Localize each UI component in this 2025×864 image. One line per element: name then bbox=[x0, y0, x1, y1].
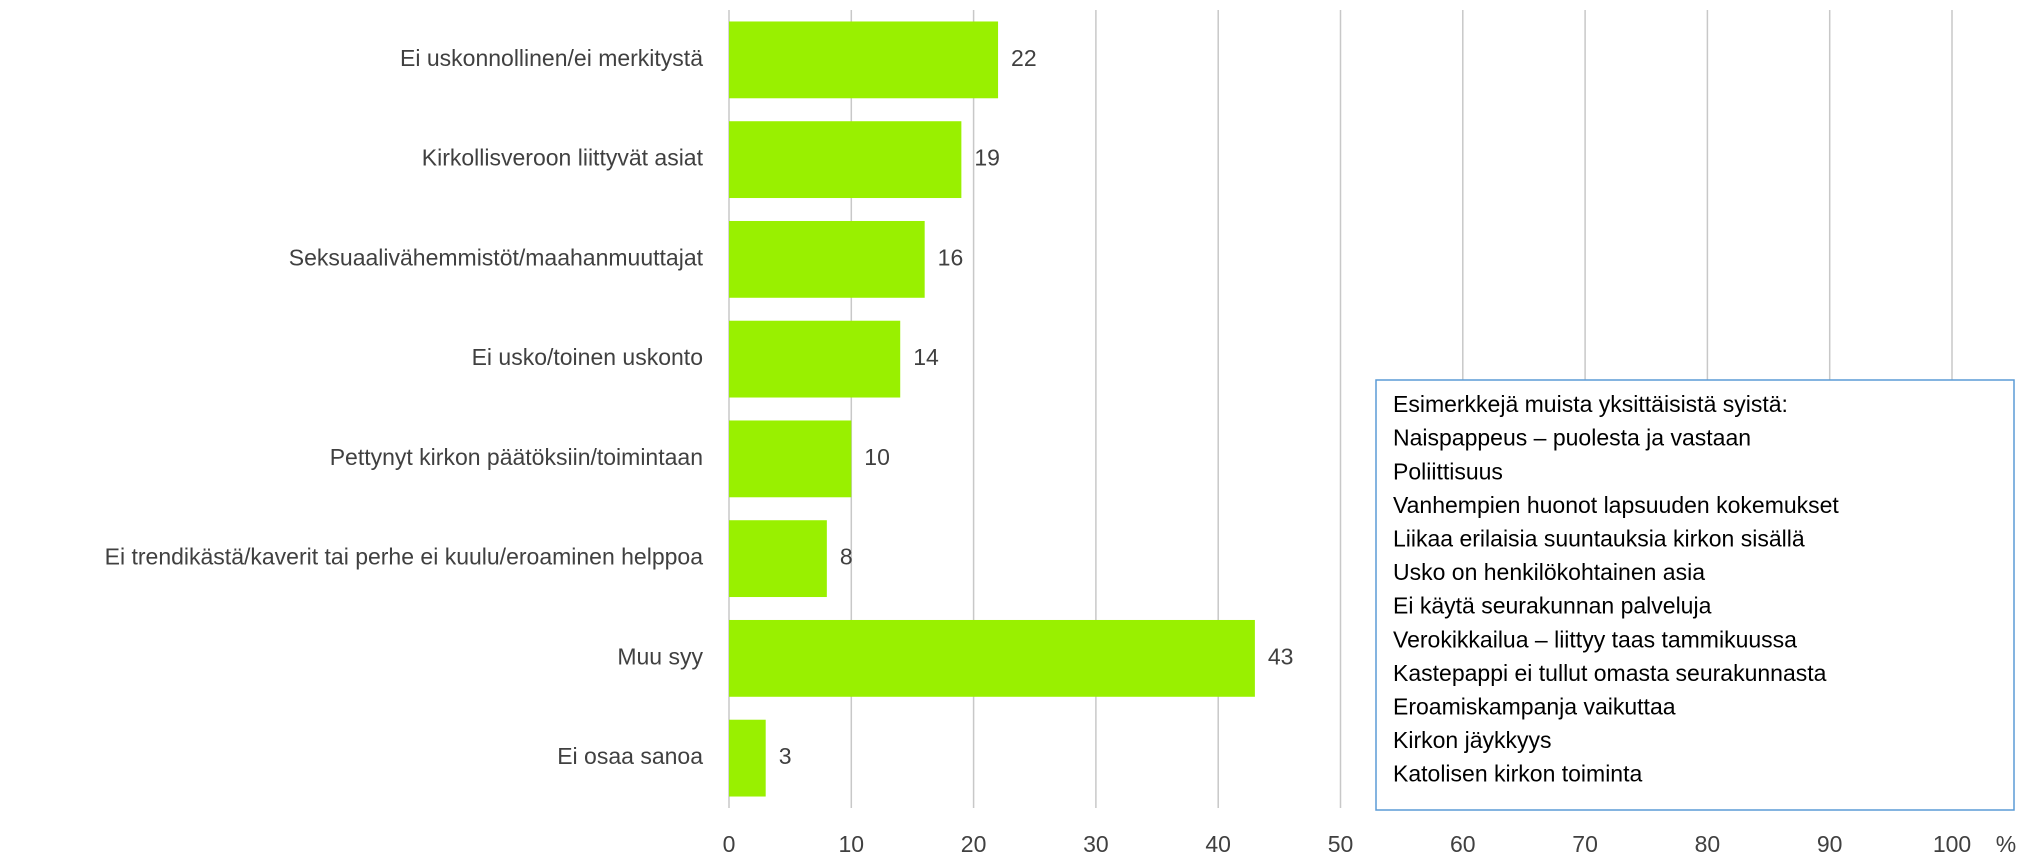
x-tick-label: 50 bbox=[1328, 831, 1354, 857]
bar bbox=[729, 719, 766, 797]
bar bbox=[729, 21, 999, 99]
annotation-item: Naispappeus – puolesta ja vastaan bbox=[1393, 425, 1751, 451]
category-label: Ei trendikästä/kaverit tai perhe ei kuul… bbox=[105, 544, 704, 570]
category-label: Ei usko/toinen uskonto bbox=[472, 344, 703, 370]
category-label: Ei uskonnollinen/ei merkitystä bbox=[400, 45, 703, 71]
category-label: Seksuaalivähemmistöt/maahanmuuttajat bbox=[289, 244, 704, 270]
annotation-item: Usko on henkilökohtainen asia bbox=[1393, 559, 1705, 585]
x-tick-label: 0 bbox=[723, 831, 736, 857]
annotation-item: Kirkon jäykkyys bbox=[1393, 727, 1551, 753]
annotation-item: Liikaa erilaisia suuntauksia kirkon sisä… bbox=[1393, 525, 1805, 551]
category-label: Pettynyt kirkon päätöksiin/toimintaan bbox=[330, 444, 703, 470]
x-tick-label: 30 bbox=[1083, 831, 1109, 857]
bar bbox=[729, 220, 925, 298]
annotation-item: Kastepappi ei tullut omasta seurakunnast… bbox=[1393, 660, 1827, 686]
annotation-item: Poliittisuus bbox=[1393, 458, 1503, 484]
x-tick-label: 60 bbox=[1450, 831, 1476, 857]
annotation-item: Vanhempien huonot lapsuuden kokemukset bbox=[1393, 492, 1839, 518]
category-label: Ei osaa sanoa bbox=[557, 743, 703, 769]
x-tick-label: 100 bbox=[1933, 831, 1971, 857]
annotation-item: Verokikkailua – liittyy taas tammikuussa bbox=[1393, 626, 1797, 652]
bar bbox=[729, 320, 901, 398]
annotation-item: Katolisen kirkon toiminta bbox=[1393, 761, 1642, 787]
bar bbox=[729, 520, 827, 598]
annotation-item: Eroamiskampanja vaikuttaa bbox=[1393, 693, 1676, 719]
x-tick-label: 40 bbox=[1205, 831, 1231, 857]
bar bbox=[729, 619, 1255, 697]
x-tick-label: 10 bbox=[839, 831, 865, 857]
data-label: 10 bbox=[864, 444, 890, 470]
annotation-title: Esimerkkejä muista yksittäisistä syistä: bbox=[1393, 391, 1788, 417]
category-label: Kirkollisveroon liittyvät asiat bbox=[422, 145, 704, 171]
x-tick-label: 70 bbox=[1572, 831, 1598, 857]
x-tick-label: 90 bbox=[1817, 831, 1843, 857]
data-label: 22 bbox=[1011, 45, 1037, 71]
annotation-item: Ei käytä seurakunnan palveluja bbox=[1393, 593, 1712, 619]
x-axis-label: % bbox=[1996, 831, 2016, 857]
category-label: Muu syy bbox=[617, 643, 703, 669]
bar bbox=[729, 420, 852, 498]
annotation-box: Esimerkkejä muista yksittäisistä syistä:… bbox=[1375, 379, 2015, 811]
x-tick-label: 20 bbox=[961, 831, 987, 857]
annotation-border bbox=[1375, 379, 2015, 811]
data-label: 16 bbox=[938, 244, 964, 270]
data-label: 43 bbox=[1268, 643, 1294, 669]
bar bbox=[729, 121, 962, 199]
data-label: 8 bbox=[840, 544, 853, 570]
data-label: 3 bbox=[779, 743, 792, 769]
x-tick-label: 80 bbox=[1695, 831, 1721, 857]
data-label: 19 bbox=[974, 145, 1000, 171]
data-label: 14 bbox=[913, 344, 939, 370]
